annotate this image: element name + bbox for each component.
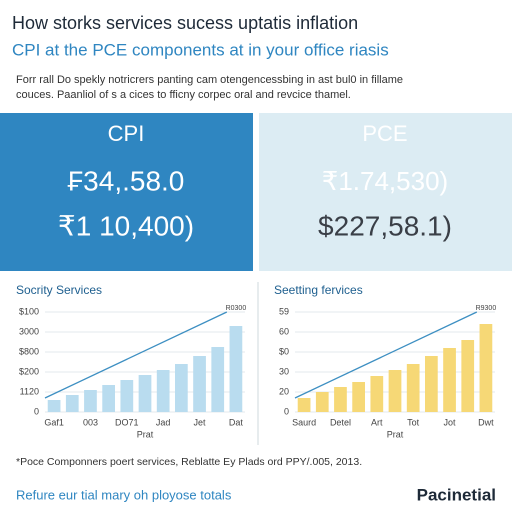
bar	[229, 326, 243, 412]
bar	[479, 324, 493, 412]
bar	[84, 390, 97, 412]
y-tick-label: 0	[34, 406, 39, 416]
logo: Pacinetial	[417, 485, 496, 504]
bar	[211, 347, 225, 412]
bar	[461, 340, 475, 412]
x-tick-label: Dat	[229, 417, 244, 427]
x-tick-label: Tot	[407, 417, 420, 427]
panel-value: ₹1.74,530)	[322, 166, 448, 196]
cpi-panel	[0, 113, 253, 271]
bar	[138, 375, 152, 412]
x-tick-label: Jet	[194, 417, 207, 427]
x-tick-label: Gaf1	[44, 417, 64, 427]
y-tick-label: $0	[279, 346, 289, 356]
chart-title: Socrity Services	[16, 283, 102, 297]
bar	[443, 348, 456, 412]
intro-line: couces. Paanliol of s a cices to fficny …	[16, 89, 351, 101]
bar	[406, 364, 420, 412]
subtitle: CPI at the PCE components at in your off…	[12, 40, 389, 59]
x-tick-label: DO71	[115, 417, 139, 427]
title: How storks services sucess uptatis infla…	[12, 13, 358, 33]
panel-value: ₹1 10,400)	[58, 210, 194, 241]
bar	[425, 356, 438, 412]
x-tick-label: Dwt	[478, 417, 494, 427]
bar	[102, 385, 115, 412]
bar	[47, 400, 61, 412]
bar	[315, 392, 329, 412]
trend-line	[44, 311, 228, 399]
x-axis-label: Prat	[387, 429, 404, 439]
trend-line	[294, 311, 478, 399]
x-tick-label: Jot	[444, 417, 457, 427]
y-tick-label: 3000	[19, 326, 39, 336]
bar	[297, 398, 311, 412]
panel-value: ₣34,.58.0	[68, 165, 185, 196]
bar	[352, 382, 365, 412]
y-tick-label: $200	[19, 366, 39, 376]
x-tick-label: Jad	[156, 417, 171, 427]
y-tick-label: 0	[284, 406, 289, 416]
x-axis-label: Prat	[137, 429, 154, 439]
x-tick-label: Art	[371, 417, 383, 427]
y-tick-label: 30	[279, 366, 289, 376]
bar	[175, 364, 188, 412]
annotation: R9300	[476, 305, 497, 312]
annotation: R0300	[226, 305, 247, 312]
x-tick-label: Saurd	[292, 417, 316, 427]
chart-title: Seetting fervices	[274, 283, 363, 297]
bar	[193, 356, 206, 412]
panel-label: CPI	[108, 121, 145, 146]
footer-text: Refure eur tial mary oh ployose totals	[16, 487, 232, 502]
y-tick-label: 1120	[20, 386, 39, 396]
x-tick-label: 003	[83, 417, 98, 427]
pce-panel	[259, 113, 512, 271]
footnote: *Poce Componners poert services, Reblatt…	[16, 456, 362, 468]
intro-line: Forr rall Do spekly notricrers panting c…	[16, 74, 403, 86]
y-tick-label: 60	[279, 326, 289, 336]
bar	[120, 380, 134, 412]
y-tick-label: $100	[19, 306, 39, 316]
bar	[370, 376, 384, 412]
bar	[156, 370, 170, 412]
y-tick-label: 59	[279, 306, 289, 316]
bar	[334, 387, 347, 412]
y-tick-label: $800	[19, 346, 39, 356]
bar	[65, 395, 79, 412]
y-tick-label: 20	[279, 386, 289, 396]
panel-value: $227,58.1)	[318, 210, 452, 241]
panel-label: PCE	[362, 121, 407, 146]
x-tick-label: Detel	[330, 417, 351, 427]
bar	[388, 370, 402, 412]
